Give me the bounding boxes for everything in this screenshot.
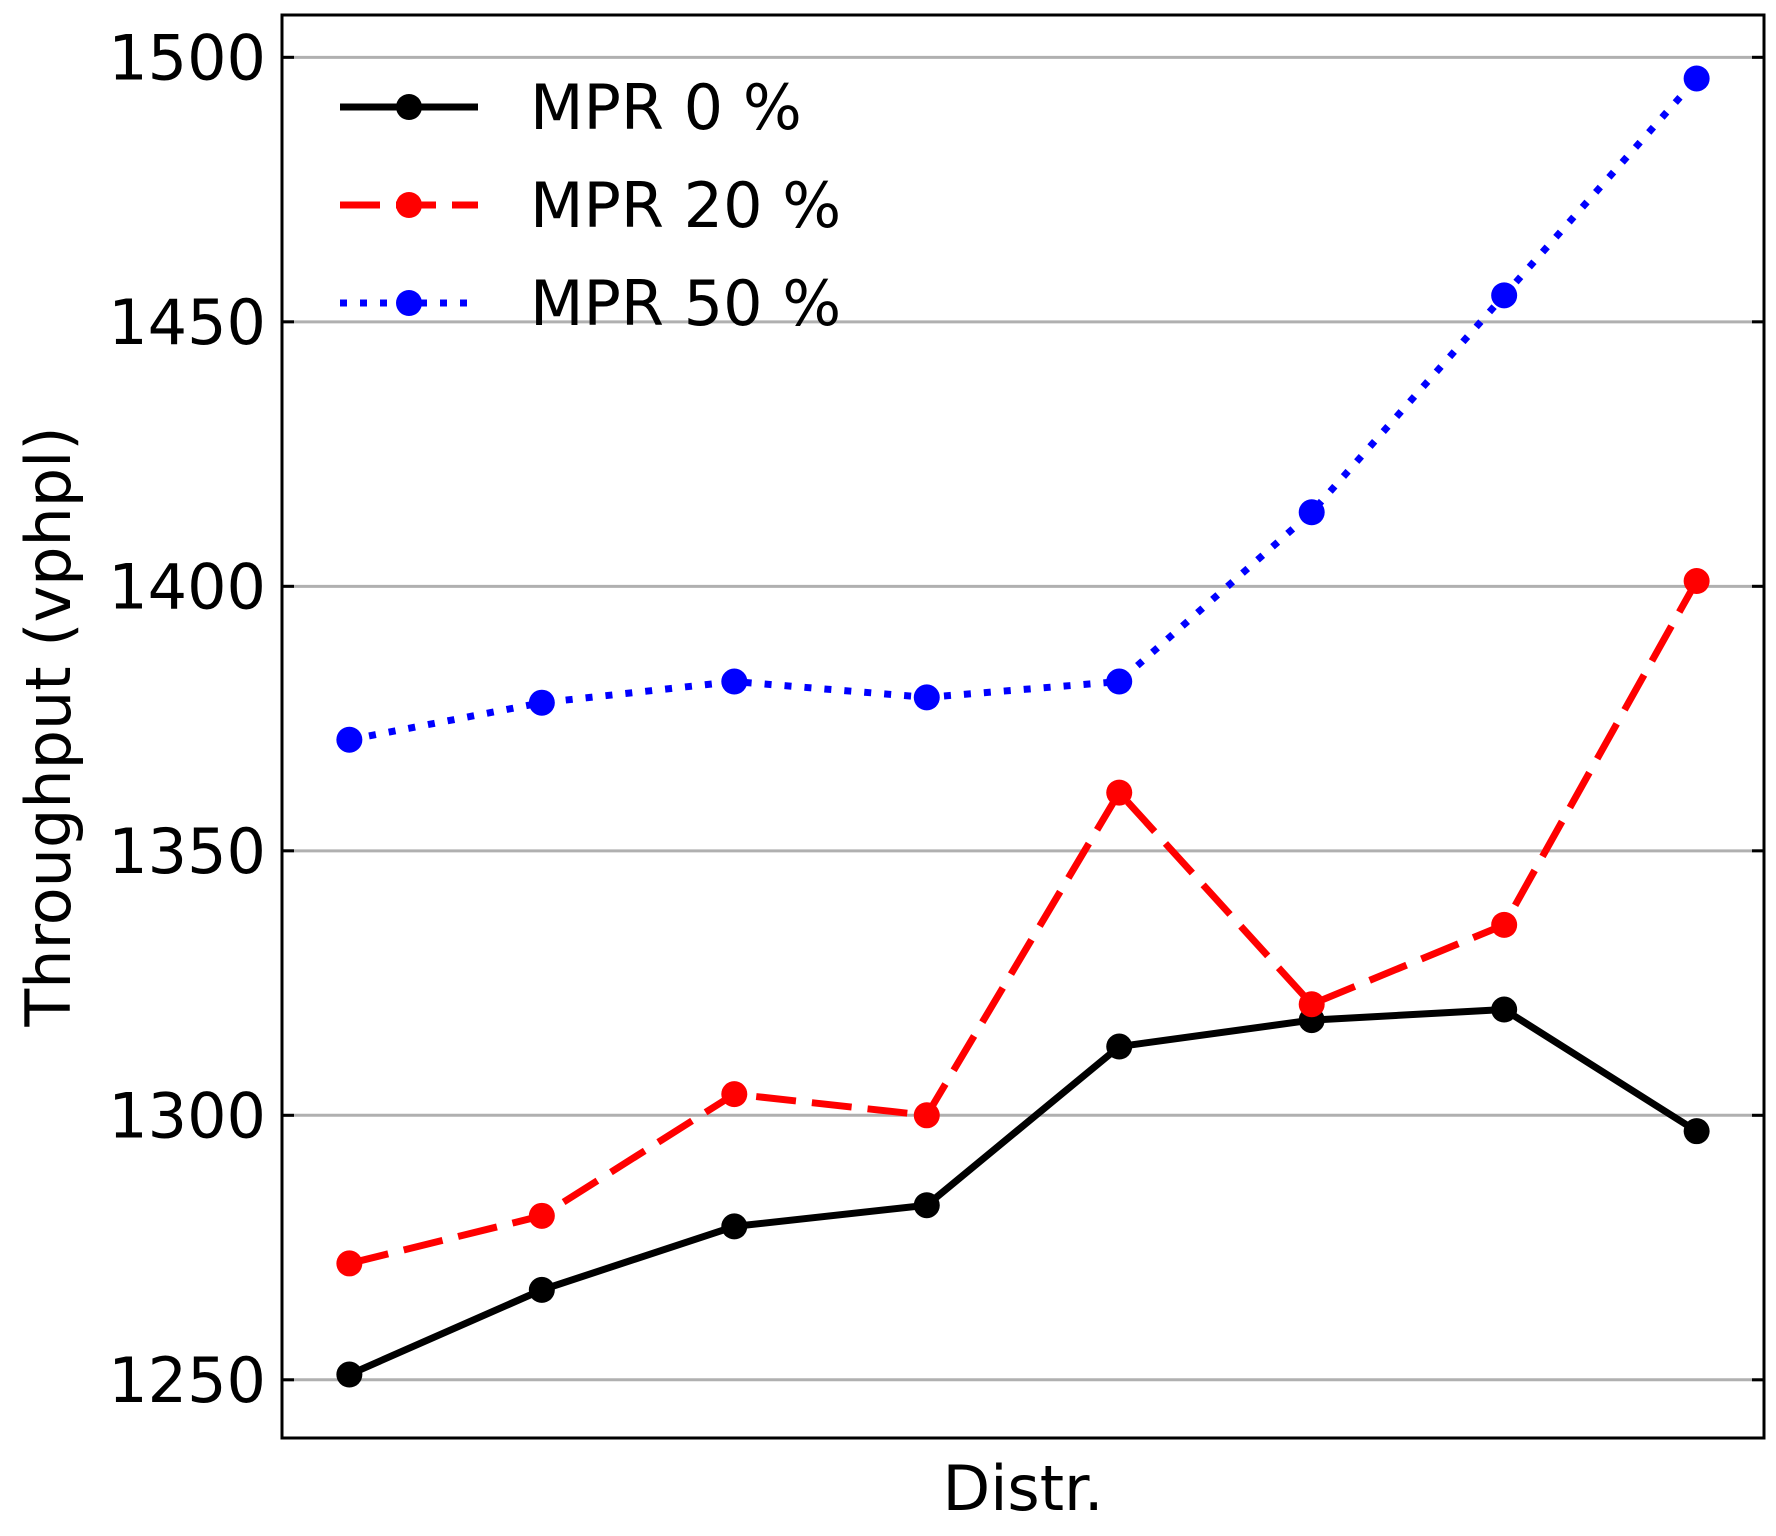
series-line [348,579,1700,1267]
y-tick-label: 1350 [108,815,266,888]
grid-lines [282,55,1764,1382]
data-point [336,1361,363,1388]
data-point [913,1192,940,1219]
data-point [1683,65,1710,92]
legend-label: MPR 20 % [530,169,841,242]
legend-item: MPR 50 % [340,267,841,340]
y-tick-label: 1500 [108,21,266,94]
data-point [528,689,555,716]
legend-label: MPR 50 % [530,267,841,340]
plot-frame [280,13,1766,1440]
data-point [1491,996,1518,1023]
data-point [336,1250,363,1277]
data-point [528,1202,555,1229]
x-axis-label: Distr. [942,1452,1103,1525]
y-tick-label: 1250 [108,1344,266,1417]
legend-item: MPR 0 % [340,71,802,144]
data-point [1298,499,1325,526]
data-point [913,1102,940,1129]
data-point [528,1276,555,1303]
series-mpr-20 [336,568,1710,1277]
data-point [1491,911,1518,938]
data-point [1683,1118,1710,1145]
legend-swatch-marker [396,290,422,316]
legend-item: MPR 20 % [340,169,841,242]
data-point [1106,1033,1133,1060]
data-point [1298,991,1325,1018]
legend-swatch-marker [396,94,422,120]
legend: MPR 0 % MPR 20 % MPR 50 % [340,71,841,340]
y-axis-label: Throughput (vphpl) [12,426,85,1027]
data-point [1491,282,1518,309]
series-layer [336,65,1710,1388]
legend-swatch-marker [396,192,422,218]
y-tick-label: 1450 [108,286,266,359]
data-point [721,1213,748,1240]
series-mpr-50 [336,65,1710,753]
y-tick-label: 1400 [108,550,266,623]
data-point [1106,668,1133,695]
y-tick-label: 1300 [108,1079,266,1152]
legend-label: MPR 0 % [530,71,802,144]
data-point [1106,779,1133,806]
data-point [721,668,748,695]
data-point [1683,568,1710,595]
series-mpr-0 [336,996,1710,1388]
data-point [721,1081,748,1108]
data-point [336,726,363,753]
series-line [347,1006,1699,1378]
data-point [913,684,940,711]
y-axis: 1250 1300 1350 1400 1450 1500 [108,21,1764,1417]
